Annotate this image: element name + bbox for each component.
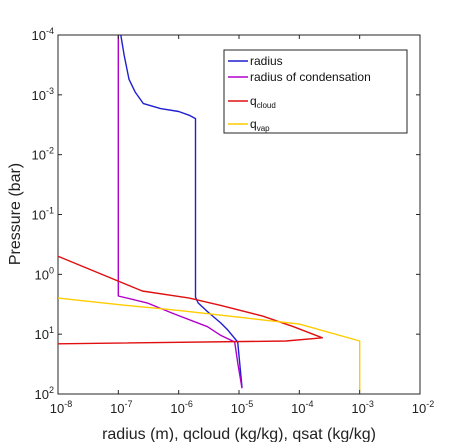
legend-label: radius <box>250 54 283 68</box>
x-axis-title: radius (m), qcloud (kg/kg), qsat (kg/kg) <box>102 426 376 442</box>
y-tick-label: 10-3 <box>32 86 54 103</box>
legend-label: qcloud <box>250 94 276 110</box>
series-line-qcloud <box>58 255 323 345</box>
series-line-qvap <box>58 297 361 392</box>
legend: radius radius of condensation qcloud qvap <box>223 49 408 134</box>
y-axis-title: Pressure (bar) <box>7 163 24 265</box>
y-tick-label: 100 <box>35 265 54 282</box>
x-tick-label: 10-4 <box>291 399 313 416</box>
y-tick-label: 101 <box>35 325 54 342</box>
x-tick-label: 10-6 <box>170 399 192 416</box>
tick-layer: 10-8 10-7 10-6 10-5 10-4 10-3 10-2 10-4 10-3 10-2… <box>32 26 435 416</box>
x-tick-label: 10-2 <box>412 399 434 416</box>
y-tick-label: 10-1 <box>32 206 54 223</box>
y-tick-label: 102 <box>35 385 54 402</box>
x-tick-label: 10-3 <box>351 399 373 416</box>
legend-box <box>223 49 408 134</box>
legend-label: radius of condensation <box>250 70 371 84</box>
series-line-radius <box>120 35 243 388</box>
x-tick-label: 10-8 <box>50 399 72 416</box>
series-layer <box>58 35 361 392</box>
legend-label: qvap <box>250 117 270 133</box>
x-tick-label: 10-7 <box>110 399 132 416</box>
series-line-radius-of-condensation <box>117 35 243 389</box>
y-tick-label: 10-2 <box>32 146 54 163</box>
x-tick-label: 10-5 <box>231 399 253 416</box>
y-tick-label: 10-4 <box>32 26 54 43</box>
